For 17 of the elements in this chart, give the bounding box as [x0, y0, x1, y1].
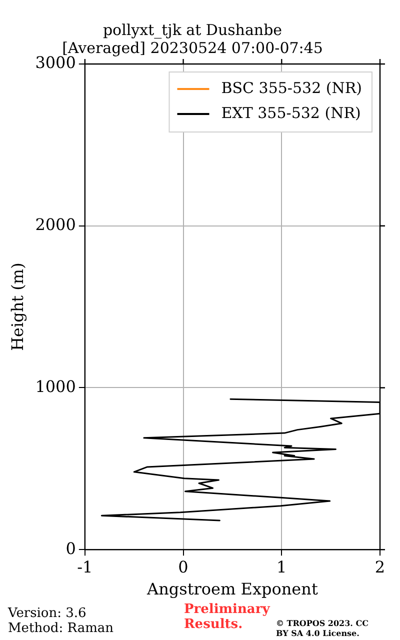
- text: Method: Raman: [8, 621, 114, 636]
- x-tick-label: 1: [276, 557, 287, 576]
- y-tick-label: 2000: [35, 215, 76, 234]
- y-tick-label: 1000: [35, 376, 76, 396]
- legend-label: BSC 355-532 (NR): [221, 78, 362, 97]
- chart-subtitle: [Averaged] 20230524 07:00-07:45: [62, 38, 323, 57]
- text: Preliminary Results.: [184, 602, 270, 632]
- chart-title: pollyxt_tjk at Dushanbe: [102, 20, 282, 39]
- x-tick-label: 0: [178, 557, 188, 576]
- y-tick-label: 0: [66, 538, 76, 558]
- text: © TROPOS 2023. CC BY SA 4.0 License.: [276, 618, 370, 638]
- legend-label: EXT 355-532 (NR): [221, 104, 361, 122]
- y-axis-title: Height (m): [8, 262, 27, 351]
- x-axis-title: Angstroem Exponent: [146, 580, 318, 599]
- x-tick-label: -1: [77, 557, 93, 576]
- x-tick-label: 2: [374, 557, 386, 576]
- text: Version: 3.6: [8, 606, 86, 621]
